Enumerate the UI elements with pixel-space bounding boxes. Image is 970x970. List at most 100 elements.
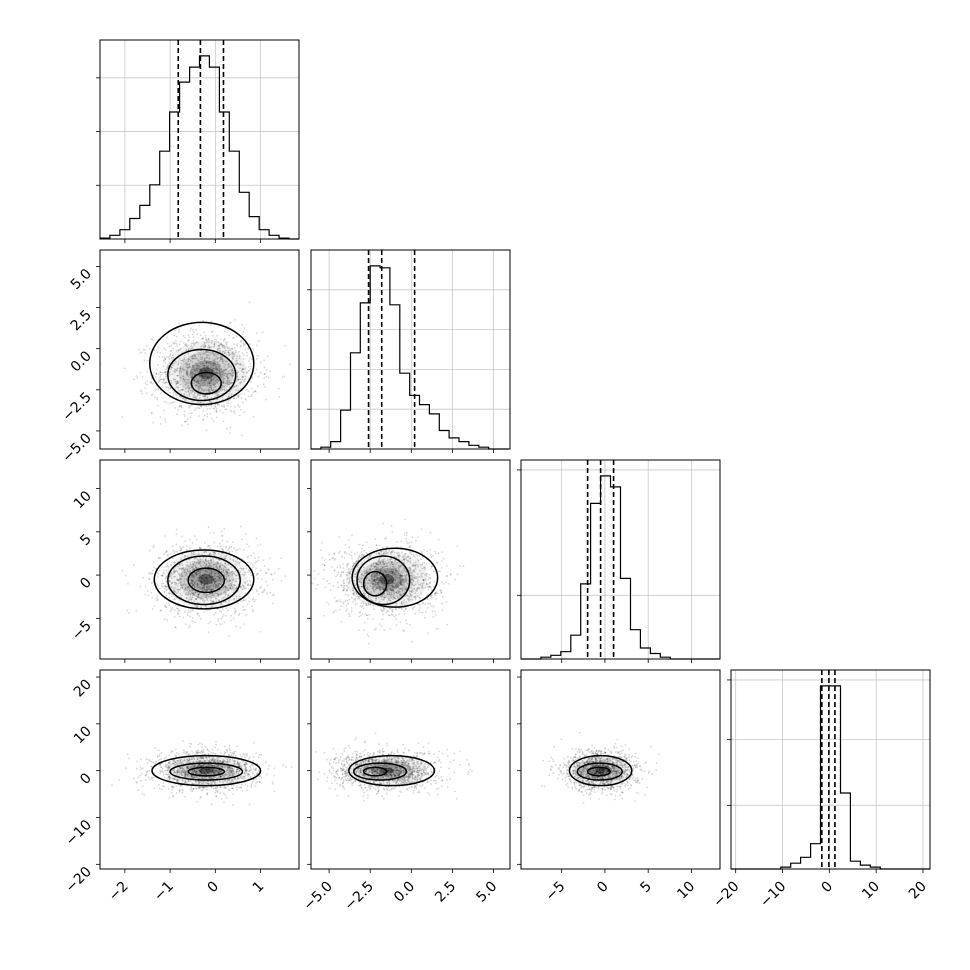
scatter-point — [178, 578, 180, 581]
scatter-point — [241, 367, 244, 370]
scatter-point — [211, 570, 214, 573]
scatter-point — [214, 781, 217, 784]
scatter-point — [202, 561, 205, 563]
scatter-point — [200, 379, 203, 381]
scatter-point — [175, 386, 178, 388]
scatter-point — [242, 599, 245, 602]
scatter-point — [216, 398, 219, 401]
scatter-point — [215, 564, 218, 567]
scatter-point — [199, 353, 202, 356]
scatter-point — [203, 352, 206, 354]
scatter-point — [210, 388, 213, 390]
scatter-point — [133, 777, 136, 780]
scatter-point — [202, 381, 205, 383]
scatter-point — [170, 609, 173, 611]
scatter-point — [328, 558, 331, 561]
scatter-point — [206, 588, 209, 591]
scatter-point — [247, 571, 250, 573]
scatter-point — [183, 393, 186, 396]
scatter-point — [159, 609, 162, 612]
scatter-point — [277, 387, 280, 390]
scatter-point — [226, 571, 228, 573]
scatter-point — [170, 752, 173, 754]
scatter-point — [214, 592, 217, 594]
scatter-point — [198, 577, 201, 579]
scatter-point — [191, 758, 194, 760]
scatter-point — [228, 395, 230, 398]
scatter-point — [161, 770, 164, 773]
scatter-point — [178, 330, 181, 333]
scatter-point — [216, 566, 219, 568]
scatter-point — [159, 416, 162, 418]
scatter-point — [194, 342, 197, 344]
scatter-point — [247, 390, 250, 393]
scatter-point — [183, 358, 186, 360]
scatter-point — [156, 351, 159, 354]
scatter-point — [202, 574, 204, 577]
scatter-point — [174, 587, 177, 589]
scatter-point — [208, 760, 211, 763]
scatter-point — [198, 415, 200, 417]
scatter-point — [201, 772, 203, 774]
scatter-point — [220, 775, 222, 778]
scatter-point — [192, 568, 194, 570]
scatter-point — [244, 761, 247, 763]
scatter-point — [245, 371, 248, 373]
scatter-point — [185, 571, 187, 574]
scatter-point — [144, 585, 147, 588]
scatter-point — [194, 571, 197, 574]
scatter-point — [223, 350, 226, 353]
scatter-point — [183, 410, 186, 413]
scatter-point — [181, 553, 184, 556]
scatter-point — [222, 382, 225, 384]
scatter-point — [181, 562, 183, 565]
scatter-point — [155, 373, 158, 375]
scatter-point — [206, 367, 209, 370]
scatter-point — [211, 575, 214, 578]
scatter-point — [210, 375, 213, 378]
scatter-point — [173, 550, 176, 553]
scatter-point — [185, 382, 188, 385]
scatter-point — [203, 331, 206, 334]
scatter-point — [184, 759, 186, 762]
scatter-point — [185, 363, 187, 366]
scatter-point — [177, 381, 180, 383]
scatter-point — [235, 587, 238, 590]
scatter-point — [160, 609, 163, 612]
scatter-point — [173, 590, 176, 593]
scatter-point — [192, 563, 195, 565]
scatter-point — [221, 539, 224, 542]
scatter-point — [216, 590, 219, 593]
scatter-point — [177, 779, 180, 782]
scatter-point — [153, 566, 156, 569]
scatter-point — [133, 564, 136, 566]
scatter-point — [188, 374, 191, 377]
scatter-point — [205, 788, 208, 791]
scatter-point — [240, 393, 242, 395]
scatter-point — [165, 373, 167, 376]
scatter-point — [203, 772, 206, 774]
scatter-point — [211, 593, 214, 596]
scatter-point — [265, 773, 268, 776]
scatter-point — [195, 357, 198, 360]
scatter-point — [199, 786, 202, 789]
scatter-point — [245, 399, 247, 401]
scatter-point — [227, 363, 230, 365]
scatter-point — [230, 614, 233, 617]
scatter-point — [218, 345, 221, 347]
scatter-point — [204, 379, 206, 382]
scatter-point — [193, 567, 195, 570]
scatter-point — [180, 383, 183, 385]
scatter-point — [228, 365, 231, 368]
scatter-point — [173, 570, 176, 573]
scatter-point — [186, 555, 189, 558]
scatter-point — [206, 599, 209, 602]
scatter-point — [152, 546, 155, 549]
scatter-point — [362, 607, 365, 610]
scatter-point — [199, 397, 201, 399]
scatter-point — [180, 370, 183, 373]
scatter-point — [230, 773, 233, 776]
scatter-point — [230, 410, 233, 413]
scatter-point — [227, 563, 230, 566]
scatter-point — [192, 766, 195, 769]
